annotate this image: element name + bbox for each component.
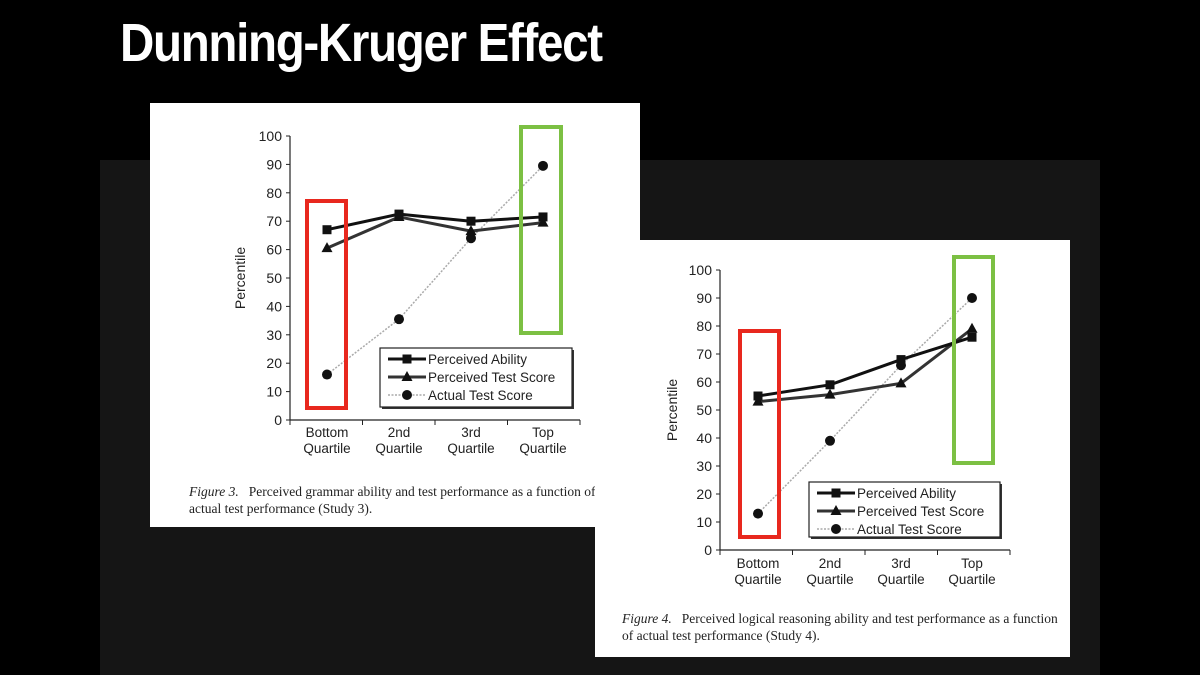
data-point-triangle (537, 216, 549, 227)
caption-text: Perceived logical reasoning ability and … (622, 611, 1058, 643)
top-quartile-highlight (952, 255, 995, 465)
y-tick-label: 70 (266, 213, 282, 229)
data-point-square (753, 391, 763, 401)
x-tick-label: Top (532, 425, 554, 440)
y-tick-label: 50 (266, 270, 282, 286)
y-tick-label: 20 (266, 355, 282, 371)
y-tick-label: 90 (266, 156, 282, 172)
x-tick-label: 3rd (461, 425, 481, 440)
legend-label: Perceived Test Score (857, 504, 984, 519)
data-point-square (967, 332, 977, 342)
data-point-circle (394, 314, 404, 325)
top-quartile-highlight (519, 125, 563, 335)
legend-label: Actual Test Score (428, 388, 533, 403)
y-tick-label: 80 (696, 318, 712, 334)
caption-label: Figure 4. (622, 611, 672, 626)
figure-4-caption: Figure 4. Perceived logical reasoning abi… (622, 610, 1062, 644)
data-point-triangle (824, 388, 836, 399)
y-tick-label: 40 (266, 298, 282, 314)
y-tick-label: 10 (696, 514, 712, 530)
x-tick-label: Quartile (519, 441, 566, 456)
x-tick-label: Quartile (303, 441, 350, 456)
series-line-0 (757, 335, 973, 398)
data-point-square (896, 355, 906, 365)
figure-3-caption: Figure 3. Perceived grammar ability and t… (189, 483, 629, 517)
series-line-1 (326, 215, 544, 250)
series-line-2 (326, 165, 544, 376)
y-tick-label: 100 (259, 128, 283, 144)
y-tick-label: 10 (266, 384, 282, 400)
figure-3-panel: 0 10 20 30 40 50 60 70 80 90 100 Bottom Quartile 2nd Q… (150, 103, 640, 527)
x-tick-label: 3rd (891, 556, 911, 571)
data-point-triangle (966, 322, 978, 333)
x-tick-label: Bottom (306, 425, 349, 440)
legend-marker-circle (831, 524, 841, 534)
y-tick-label: 20 (696, 486, 712, 502)
x-tick-label: Quartile (375, 441, 422, 456)
bottom-quartile-highlight (738, 329, 781, 539)
x-tick-label: 2nd (819, 556, 842, 571)
x-tick-label: Bottom (737, 556, 780, 571)
x-tick-label: Quartile (734, 572, 781, 587)
y-tick-label: 80 (266, 185, 282, 201)
data-point-triangle (895, 377, 907, 388)
y-tick-label: 30 (696, 458, 712, 474)
data-point-circle (466, 233, 476, 244)
y-tick-label: 60 (696, 374, 712, 390)
data-point-square (394, 209, 404, 219)
y-tick-label: 0 (274, 412, 282, 428)
legend-label: Perceived Test Score (428, 370, 555, 385)
x-tick-label: Top (961, 556, 983, 571)
y-tick-label: 70 (696, 346, 712, 362)
figure-4-chart: 0102030405060708090100BottomQuartile2ndQ… (664, 255, 1011, 587)
figure-3-chart: 0102030405060708090100BottomQuartile2ndQ… (232, 125, 581, 456)
legend-marker-triangle (830, 505, 842, 515)
data-point-circle (967, 293, 977, 303)
data-point-circle (322, 369, 332, 380)
caption-text: Perceived grammar ability and test perfo… (189, 484, 596, 516)
y-tick-label: 0 (704, 542, 712, 558)
data-point-square (466, 216, 476, 226)
x-tick-label: Quartile (948, 572, 995, 587)
y-tick-label: 40 (696, 430, 712, 446)
y-tick-label: 100 (689, 262, 713, 278)
x-tick-label: Quartile (877, 572, 924, 587)
legend-marker-square (402, 354, 412, 364)
data-point-circle (825, 435, 835, 446)
data-point-triangle (465, 225, 477, 236)
data-point-circle (538, 160, 548, 171)
series-line-2 (757, 297, 973, 515)
legend-label: Perceived Ability (857, 486, 956, 501)
legend-label: Actual Test Score (857, 522, 962, 537)
y-tick-label: 30 (266, 327, 282, 343)
data-point-triangle (321, 242, 333, 253)
series-line-0 (326, 212, 544, 232)
y-tick-label: 60 (266, 242, 282, 258)
legend-marker-triangle (401, 371, 413, 381)
series-line-1 (757, 327, 973, 404)
figure-4-panel: 0 10 20 30 40 50 60 70 80 90 100 Bottom Quartile 2nd Q… (595, 240, 1070, 657)
data-point-circle (753, 508, 763, 519)
data-point-square (538, 212, 548, 222)
y-axis-label: Percentile (232, 247, 248, 309)
x-tick-label: Quartile (447, 441, 494, 456)
legend-marker-square (831, 488, 841, 498)
x-tick-label: 2nd (388, 425, 411, 440)
data-point-square (322, 225, 332, 235)
y-tick-label: 50 (696, 402, 712, 418)
legend-marker-circle (402, 390, 412, 400)
y-tick-label: 90 (696, 290, 712, 306)
data-point-square (825, 380, 835, 390)
data-point-triangle (752, 395, 764, 406)
slide-title: Dunning-Kruger Effect (120, 13, 603, 73)
caption-label: Figure 3. (189, 484, 239, 499)
bottom-quartile-highlight (305, 199, 348, 410)
x-tick-label: Quartile (806, 572, 853, 587)
legend-label: Perceived Ability (428, 352, 527, 367)
y-axis-label: Percentile (664, 379, 680, 441)
